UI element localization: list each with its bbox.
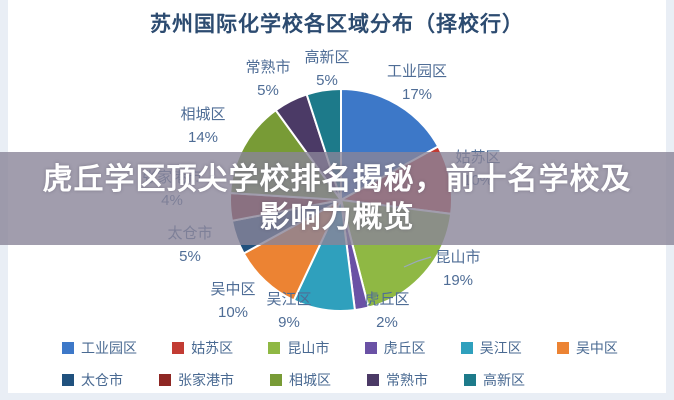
chart-title: 苏州国际化学校各区域分布（择校行） xyxy=(150,13,524,36)
legend-item-昆山市: 昆山市 xyxy=(268,338,329,358)
legend-label: 相城区 xyxy=(289,372,331,388)
legend-label: 姑苏区 xyxy=(191,340,234,356)
legend-row-2: 太仓市 张家港市 相城区 常熟市 高新区 xyxy=(0,370,674,390)
legend-label: 吴中区 xyxy=(575,340,618,356)
legend-item-工业园区: 工业园区 xyxy=(62,338,137,358)
legend-label: 高新区 xyxy=(483,372,525,388)
legend-label: 工业园区 xyxy=(81,340,137,356)
legend-swatch-icon xyxy=(159,374,171,386)
legend-swatch-icon xyxy=(62,342,74,354)
legend-label: 吴江区 xyxy=(479,340,522,356)
legend-label: 虎丘区 xyxy=(383,340,426,356)
legend-swatch-icon xyxy=(268,342,281,354)
legend-swatch-icon xyxy=(460,342,473,354)
legend-label: 常熟市 xyxy=(386,372,428,388)
legend-swatch-icon xyxy=(270,374,282,386)
legend-item-相城区: 相城区 xyxy=(270,370,331,390)
legend-item-吴江区: 吴江区 xyxy=(460,338,522,358)
legend-swatch-icon xyxy=(367,374,379,386)
legend-item-吴中区: 吴中区 xyxy=(556,338,618,358)
legend-swatch-icon xyxy=(62,374,74,386)
legend-label: 太仓市 xyxy=(81,372,123,388)
legend-item-常熟市: 常熟市 xyxy=(367,370,428,390)
headline-overlay-banner: 虎丘学区顶尖学校排名揭秘，前十名学校及 影响力概览 xyxy=(0,152,674,245)
legend-item-太仓市: 太仓市 xyxy=(62,370,123,390)
legend-swatch-icon xyxy=(364,342,377,354)
leader-line-kunshan xyxy=(403,256,432,268)
legend-item-张家港市: 张家港市 xyxy=(159,370,234,390)
legend-label: 昆山市 xyxy=(287,340,330,356)
legend-item-虎丘区: 虎丘区 xyxy=(364,338,426,358)
legend-item-高新区: 高新区 xyxy=(464,370,525,390)
legend-swatch-icon xyxy=(172,342,185,354)
headline-line-2: 影响力概览 xyxy=(259,200,415,234)
legend-label: 张家港市 xyxy=(178,372,234,388)
legend-swatch-icon xyxy=(464,374,476,386)
legend-swatch-icon xyxy=(556,342,569,354)
headline-line-1: 虎丘学区顶尖学校排名揭秘，前十名学校及 xyxy=(42,162,632,196)
legend-item-姑苏区: 姑苏区 xyxy=(172,338,233,358)
legend-row-1: 工业园区 姑苏区 昆山市 虎丘区 吴江区 吴中区 xyxy=(0,338,674,358)
